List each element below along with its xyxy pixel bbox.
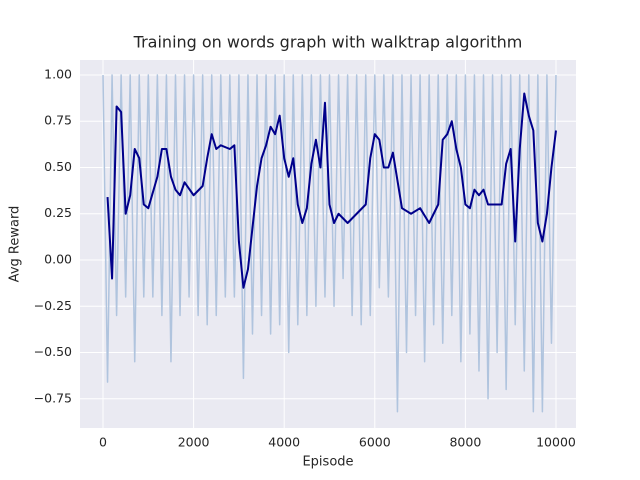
x-tick-label: 4000 — [268, 435, 300, 450]
y-tick-label: −0.75 — [34, 390, 72, 405]
x-axis-label: Episode — [302, 455, 353, 470]
y-tick-label: 1.00 — [44, 66, 72, 81]
y-tick-label: 0.00 — [44, 252, 72, 267]
series-line — [102, 74, 557, 413]
y-axis-label: Avg Reward — [8, 206, 23, 283]
y-tick-label: −0.50 — [34, 344, 72, 359]
chart-title: Training on words graph with walktrap al… — [133, 33, 523, 52]
y-tick-label: 0.50 — [44, 159, 72, 174]
x-tick-label: 8000 — [449, 435, 481, 450]
x-tick-label: 10000 — [536, 435, 576, 450]
y-tick-label: 0.25 — [44, 205, 72, 220]
series-line — [106, 92, 557, 289]
y-tick-label: −0.25 — [34, 298, 72, 313]
y-tick-label: 0.75 — [44, 113, 72, 128]
x-tick-label: 6000 — [359, 435, 391, 450]
x-tick-label: 2000 — [178, 435, 210, 450]
x-tick-label: 0 — [99, 435, 107, 450]
